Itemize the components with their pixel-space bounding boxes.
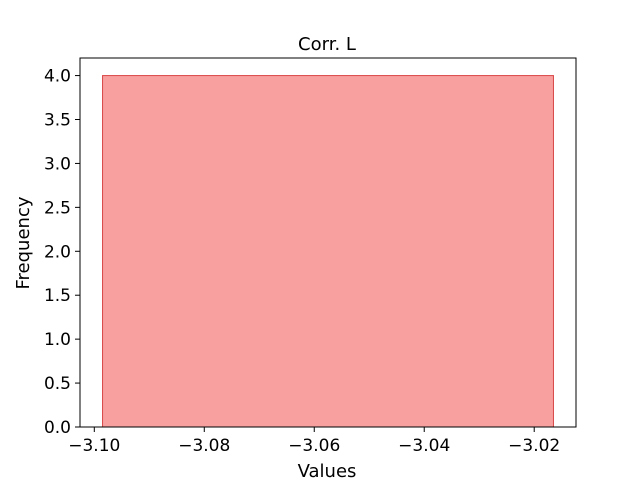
- x-tick-label: −3.08: [178, 436, 230, 456]
- y-tick-label: 0.0: [44, 418, 71, 438]
- y-tick-label: 2.5: [44, 198, 71, 218]
- chart-title: Corr. L: [298, 34, 356, 55]
- x-tick-label: −3.04: [398, 436, 450, 456]
- y-tick-label: 4.0: [44, 67, 71, 87]
- x-tick-label: −3.06: [288, 436, 340, 456]
- y-tick-label: 2.0: [44, 242, 71, 262]
- x-axis-ticks: −3.10 −3.08 −3.06 −3.04 −3.02: [68, 427, 560, 456]
- x-axis-label: Values: [298, 461, 357, 480]
- y-tick-label: 1.5: [44, 286, 71, 306]
- plot-frame: [79, 57, 577, 428]
- y-tick-label: 3.5: [44, 111, 71, 131]
- bars-group: [102, 75, 554, 428]
- y-tick-label: 1.0: [44, 330, 71, 350]
- histogram-bar-0: [102, 75, 554, 428]
- y-tick-label: 3.0: [44, 154, 71, 174]
- x-tick-label: −3.02: [508, 436, 560, 456]
- y-tick-label: 0.5: [44, 374, 71, 394]
- y-axis-ticks: 0.0 0.5 1.0 1.5 2.0 2.5 3.0 3.5 4.0: [44, 67, 80, 438]
- y-axis-label: Frequency: [13, 196, 34, 289]
- x-tick-label: −3.10: [68, 436, 120, 456]
